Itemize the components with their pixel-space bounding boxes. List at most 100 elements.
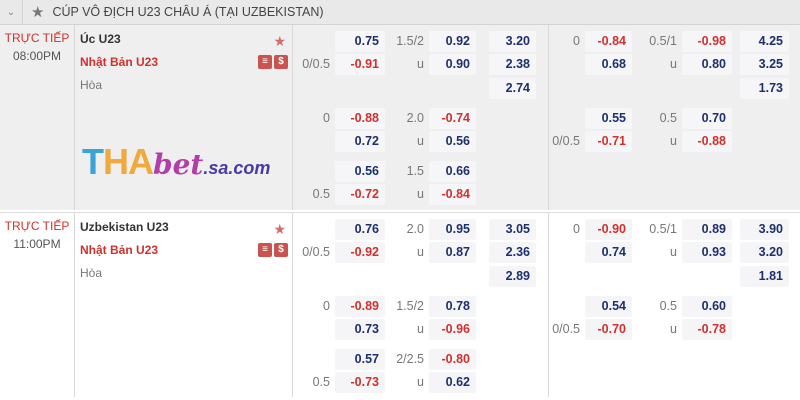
ou-line: u xyxy=(417,57,424,71)
1x2-odds[interactable]: 3.20 xyxy=(489,31,536,52)
half-divider xyxy=(548,25,549,210)
stats-icon[interactable]: ≡ xyxy=(258,243,272,257)
dollar-icon[interactable]: $ xyxy=(274,55,288,69)
hdp-odds[interactable]: -0.88 xyxy=(335,108,385,129)
h1-1x2-odds[interactable]: 1.73 xyxy=(740,78,789,99)
ou-line: 1.5/2 xyxy=(396,34,424,48)
favorite-star-icon[interactable]: ★ xyxy=(273,33,286,49)
1x2-odds[interactable]: 2.89 xyxy=(489,266,536,287)
ou-line: 2/2.5 xyxy=(396,352,424,366)
h1-hdp-odds[interactable]: 0.54 xyxy=(585,296,632,317)
league-title: CÚP VÔ ĐỊCH U23 CHÂU Á (TẠI UZBEKISTAN) xyxy=(52,5,324,19)
ou-odds[interactable]: -0.74 xyxy=(429,108,476,129)
h1-ou-odds[interactable]: 0.60 xyxy=(682,296,732,317)
hdp-odds[interactable]: 0.75 xyxy=(335,31,385,52)
h1-1x2-odds[interactable]: 1.81 xyxy=(740,266,789,287)
h1-1x2-odds[interactable]: 3.20 xyxy=(740,242,789,263)
hdp-odds[interactable]: 0.73 xyxy=(335,319,385,340)
ou-odds[interactable]: 0.92 xyxy=(429,31,476,52)
h1-hdp-odds[interactable]: -0.70 xyxy=(585,319,632,340)
ou-line: u xyxy=(417,187,424,201)
match-status: TRỰC TIẾP 08:00PM xyxy=(0,25,75,210)
ou-odds[interactable]: 0.95 xyxy=(429,219,476,240)
away-team[interactable]: Nhật Bản U23 xyxy=(80,243,159,257)
hdp-line: 0 xyxy=(323,299,330,313)
stats-icon[interactable]: ≡ xyxy=(258,55,272,69)
h1-1x2-odds[interactable]: 3.90 xyxy=(740,219,789,240)
hdp-line: 0/0.5 xyxy=(302,245,330,259)
h1-1x2-odds[interactable]: 4.25 xyxy=(740,31,789,52)
favorite-star-icon[interactable]: ★ xyxy=(273,221,286,237)
h1-hdp-line: 0 xyxy=(573,34,580,48)
h1-hdp-odds[interactable]: -0.84 xyxy=(585,31,632,52)
ou-line: 1.5/2 xyxy=(396,299,424,313)
h1-ou-line: u xyxy=(670,134,677,148)
h1-ou-line: u xyxy=(670,57,677,71)
1x2-odds[interactable]: 3.05 xyxy=(489,219,536,240)
away-team[interactable]: Nhật Bản U23 xyxy=(80,55,159,69)
h1-ou-line: 0.5 xyxy=(659,111,677,125)
h1-ou-line: u xyxy=(670,322,677,336)
h1-ou-odds[interactable]: -0.78 xyxy=(682,319,732,340)
h1-ou-line: 0.5/1 xyxy=(649,222,677,236)
h1-hdp-odds[interactable]: -0.71 xyxy=(585,131,632,152)
ou-line: 1.5 xyxy=(406,164,424,178)
h1-ou-line: 0.5/1 xyxy=(649,34,677,48)
ou-odds[interactable]: 0.62 xyxy=(429,372,476,393)
hdp-odds[interactable]: -0.89 xyxy=(335,296,385,317)
ou-line: u xyxy=(417,322,424,336)
h1-ou-odds[interactable]: 0.93 xyxy=(682,242,732,263)
h1-hdp-odds[interactable]: 0.74 xyxy=(585,242,632,263)
hdp-odds[interactable]: 0.57 xyxy=(335,349,385,370)
1x2-odds[interactable]: 2.36 xyxy=(489,242,536,263)
h1-ou-odds[interactable]: 0.89 xyxy=(682,219,732,240)
live-label: TRỰC TIẾP xyxy=(4,219,70,233)
1x2-odds[interactable]: 2.38 xyxy=(489,54,536,75)
league-header[interactable]: ⌄ ★ CÚP VÔ ĐỊCH U23 CHÂU Á (TẠI UZBEKIST… xyxy=(0,0,800,25)
h1-ou-odds[interactable]: -0.98 xyxy=(682,31,732,52)
h1-hdp-line: 0/0.5 xyxy=(552,322,580,336)
dollar-icon[interactable]: $ xyxy=(274,243,288,257)
h1-ou-odds[interactable]: 0.80 xyxy=(682,54,732,75)
h1-ou-odds[interactable]: 0.70 xyxy=(682,108,732,129)
ou-odds[interactable]: -0.96 xyxy=(429,319,476,340)
hdp-odds[interactable]: 0.56 xyxy=(335,161,385,182)
ou-odds[interactable]: 0.78 xyxy=(429,296,476,317)
star-icon[interactable]: ★ xyxy=(31,4,45,21)
ou-line: u xyxy=(417,375,424,389)
chevron-down-icon[interactable]: ⌄ xyxy=(0,0,23,25)
hdp-odds[interactable]: -0.73 xyxy=(335,372,385,393)
ou-line: 2.0 xyxy=(406,111,424,125)
h1-ou-odds[interactable]: -0.88 xyxy=(682,131,732,152)
ou-line: u xyxy=(417,134,424,148)
live-label: TRỰC TIẾP xyxy=(4,31,70,45)
h1-hdp-odds[interactable]: 0.55 xyxy=(585,108,632,129)
home-team[interactable]: Úc U23 xyxy=(80,32,121,46)
hdp-odds[interactable]: 0.76 xyxy=(335,219,385,240)
h1-hdp-odds[interactable]: -0.90 xyxy=(585,219,632,240)
h1-hdp-line: 0/0.5 xyxy=(552,134,580,148)
hdp-odds[interactable]: -0.91 xyxy=(335,54,385,75)
ou-odds[interactable]: -0.80 xyxy=(429,349,476,370)
h1-ou-line: 0.5 xyxy=(659,299,677,313)
ou-odds[interactable]: 0.56 xyxy=(429,131,476,152)
draw-label: Hòa xyxy=(80,266,103,280)
ou-odds[interactable]: 0.87 xyxy=(429,242,476,263)
teams: Úc U23 Nhật Bản U23 Hòa ★ ≡ $ xyxy=(75,25,293,210)
1x2-odds[interactable]: 2.74 xyxy=(489,78,536,99)
hdp-odds[interactable]: 0.72 xyxy=(335,131,385,152)
hdp-odds[interactable]: -0.92 xyxy=(335,242,385,263)
ou-odds[interactable]: 0.90 xyxy=(429,54,476,75)
h1-1x2-odds[interactable]: 3.25 xyxy=(740,54,789,75)
hdp-line: 0.5 xyxy=(312,375,330,389)
draw-label: Hòa xyxy=(80,78,103,92)
ou-odds[interactable]: 0.66 xyxy=(429,161,476,182)
h1-ou-line: u xyxy=(670,245,677,259)
hdp-odds[interactable]: -0.72 xyxy=(335,184,385,205)
teams: Uzbekistan U23 Nhật Bản U23 Hòa ★ ≡ $ xyxy=(75,213,293,397)
half-divider xyxy=(548,213,549,397)
ou-odds[interactable]: -0.84 xyxy=(429,184,476,205)
home-team[interactable]: Uzbekistan U23 xyxy=(80,220,169,234)
h1-hdp-odds[interactable]: 0.68 xyxy=(585,54,632,75)
ou-line: 2.0 xyxy=(406,222,424,236)
